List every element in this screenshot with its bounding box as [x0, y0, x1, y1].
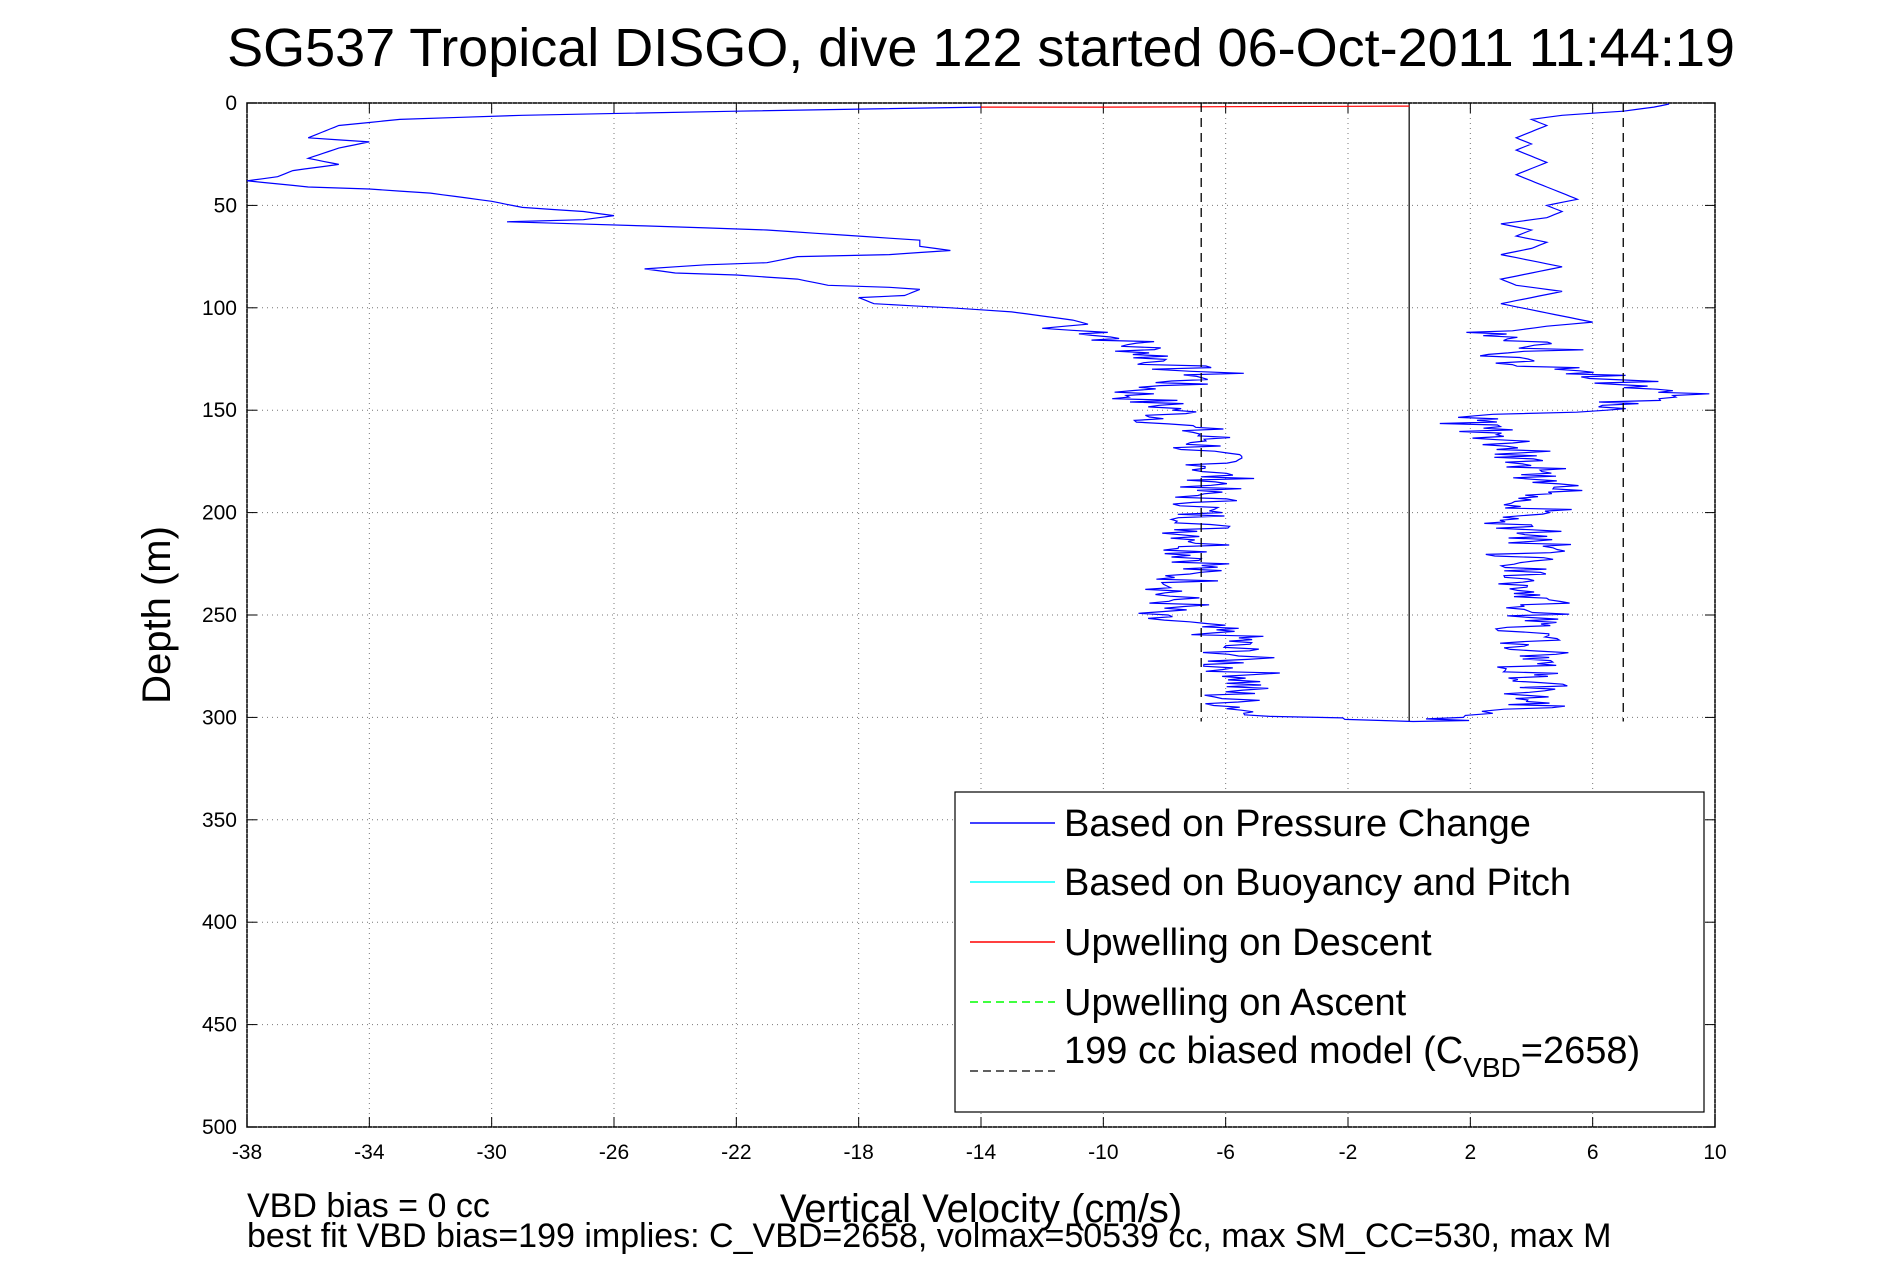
axis-ticks: -38 -34 -30 -26 -22 -18 -14 -10 -6 -2 2 6 1005010015… — [202, 92, 1727, 1164]
legend-label-model: 199 cc biased model (CVBD=2658) — [1064, 1030, 1640, 1083]
x-axis-label: Vertical Velocity (cm/s) — [780, 1187, 1182, 1231]
series-upwelling-descent-line — [981, 105, 1410, 108]
x-tick-label: 6 — [1587, 1141, 1599, 1164]
x-tick-label: -38 — [232, 1141, 262, 1164]
y-tick-label: 150 — [202, 399, 237, 422]
x-tick-label: -34 — [354, 1141, 385, 1164]
y-tick-label: 500 — [202, 1116, 237, 1139]
x-tick-label: -10 — [1088, 1141, 1118, 1164]
chart-title: SG537 Tropical DISGO, dive 122 started 0… — [227, 18, 1735, 78]
legend-label-model-tail: =2658) — [1521, 1030, 1640, 1072]
x-tick-label: -2 — [1339, 1141, 1358, 1164]
series-pressure-change-line — [246, 103, 1710, 723]
y-tick-label: 250 — [202, 604, 237, 627]
footer-vbd-bias: VBD bias = 0 cc — [247, 1187, 490, 1225]
x-tick-label: -22 — [721, 1141, 751, 1164]
x-tick-label: -30 — [476, 1141, 506, 1164]
y-tick-label: 450 — [202, 1014, 237, 1037]
grid-lines — [246, 102, 1716, 1128]
x-tick-label: -6 — [1216, 1141, 1235, 1164]
legend-label-descent: Upwelling on Descent — [1064, 922, 1432, 964]
legend-label-pressure: Based on Pressure Change — [1064, 803, 1531, 845]
y-tick-label: 50 — [214, 194, 237, 217]
legend-label-ascent: Upwelling on Ascent — [1064, 982, 1407, 1024]
legend-label-model-sub: VBD — [1463, 1052, 1521, 1083]
data-series — [246, 103, 1710, 723]
x-tick-label: 2 — [1464, 1141, 1476, 1164]
y-tick-label: 100 — [202, 297, 237, 320]
legend-box — [954, 791, 1705, 1113]
x-tick-label: -18 — [843, 1141, 873, 1164]
chart-legend: Based on Pressure Change Based on Buoyan… — [954, 791, 1705, 1113]
x-tick-label: 10 — [1703, 1141, 1726, 1164]
y-tick-label: 0 — [225, 92, 237, 115]
y-tick-label: 350 — [202, 809, 237, 832]
legend-label-model-main: 199 cc biased model (C — [1064, 1030, 1463, 1072]
y-tick-label: 300 — [202, 706, 237, 729]
legend-label-buoyancy: Based on Buoyancy and Pitch — [1064, 862, 1571, 904]
x-tick-label: -26 — [599, 1141, 629, 1164]
y-tick-label: 200 — [202, 502, 237, 525]
x-tick-label: -14 — [966, 1141, 997, 1164]
y-tick-label: 400 — [202, 911, 237, 934]
y-axis-label: Depth (m) — [135, 526, 179, 704]
footer-best-fit: best fit VBD bias=199 implies: C_VBD=265… — [247, 1217, 1611, 1255]
